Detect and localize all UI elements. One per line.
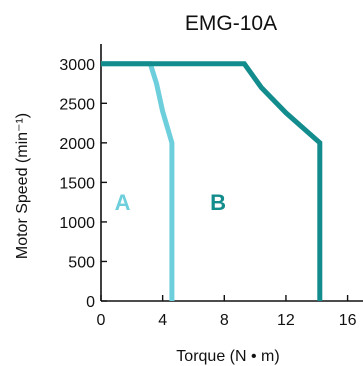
x-axis-label: Torque (N • m) [176,348,279,365]
y-tick-label: 2500 [59,96,95,113]
y-tick-label: 500 [68,254,95,271]
y-tick-labels: 0 500 1000 1500 2000 2500 3000 [59,57,95,311]
x-tick-label: 8 [220,312,229,329]
region-label-a: A [115,190,131,215]
x-tick-labels: 0 4 8 12 16 [97,312,357,329]
x-tick-label: 12 [277,312,295,329]
y-tick-label: 2000 [59,136,95,153]
x-tick-label: 16 [339,312,357,329]
y-tick-label: 1000 [59,215,95,232]
region-label-b: B [210,190,226,215]
y-tick-label: 1500 [59,175,95,192]
series-line-a [101,61,175,301]
series-line-b [101,61,323,301]
chart-title: EMG-10A [185,12,277,35]
x-tick-label: 4 [158,312,167,329]
y-tick-label: 0 [86,294,95,311]
x-tick-label: 0 [97,312,106,329]
y-tick-label: 3000 [59,57,95,74]
y-axis-label: Motor Speed (min⁻¹) [14,113,31,259]
